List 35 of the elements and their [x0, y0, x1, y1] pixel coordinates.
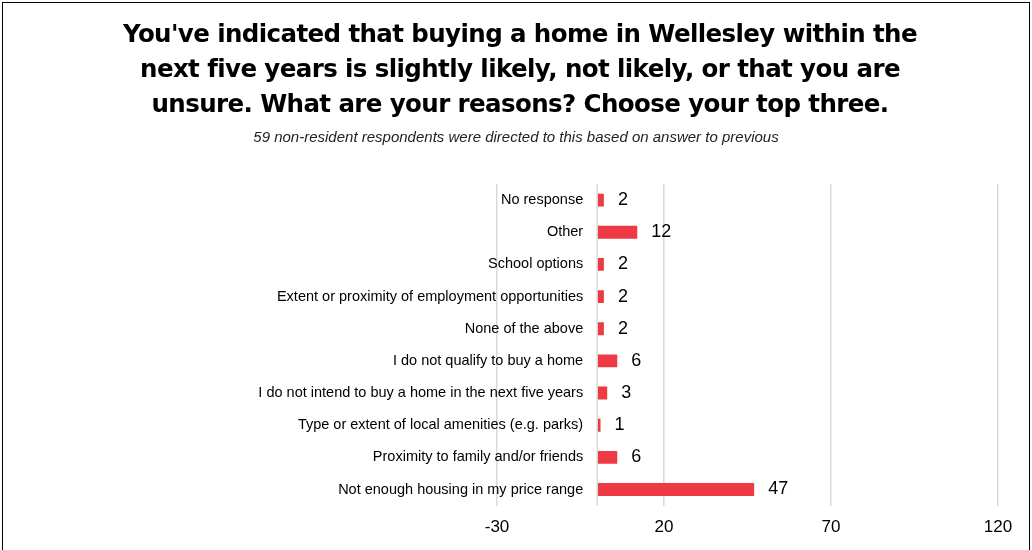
bar — [597, 483, 755, 496]
x-tick-label: -30 — [484, 517, 510, 537]
x-tick-label: 20 — [654, 517, 674, 537]
y-tick-label: No response — [500, 191, 584, 208]
chart-subtitle: 59 non-resident respondents were directed to this based on answer to previous — [252, 128, 780, 145]
y-tick-label: I do not intend to buy a home in the next five years — [258, 384, 584, 401]
bar — [597, 322, 604, 336]
data-label: 47 — [768, 478, 789, 499]
bar — [597, 193, 604, 207]
y-tick-label: Type or extent of local amenities (e.g. parks) — [297, 416, 584, 433]
bar — [597, 450, 618, 464]
data-label: 6 — [631, 349, 642, 370]
y-tick-label: Not enough housing in my price range — [338, 480, 584, 497]
y-tick-label: Other — [546, 223, 584, 240]
x-tick-label: 70 — [821, 517, 841, 537]
data-label: 2 — [617, 317, 628, 338]
bar — [597, 257, 604, 271]
data-label: 2 — [617, 253, 628, 274]
bar — [597, 354, 618, 368]
bar — [597, 225, 638, 239]
data-label: 3 — [621, 382, 632, 403]
x-tick-label: 120 — [983, 517, 1013, 537]
y-tick-label: None of the above — [464, 319, 584, 336]
y-tick-label: Proximity to family and/or friends — [372, 448, 584, 465]
y-tick-label: I do not qualify to buy a home — [392, 351, 584, 368]
chart-title: You've indicated that buying a home in Wellesley within the next five years is slightly likely, not likely, or that you are unsure. What are your reasons? Choose your top three. — [122, 18, 918, 120]
data-label: 1 — [614, 414, 625, 435]
data-label: 2 — [617, 285, 628, 306]
data-label: 2 — [617, 189, 628, 210]
data-label: 12 — [651, 221, 672, 242]
data-label: 6 — [631, 446, 642, 467]
bar — [597, 418, 601, 432]
y-tick-label: School options — [488, 255, 584, 272]
bar — [597, 290, 604, 303]
y-tick-label: Extent or proximity of employment opportunities — [276, 287, 584, 304]
